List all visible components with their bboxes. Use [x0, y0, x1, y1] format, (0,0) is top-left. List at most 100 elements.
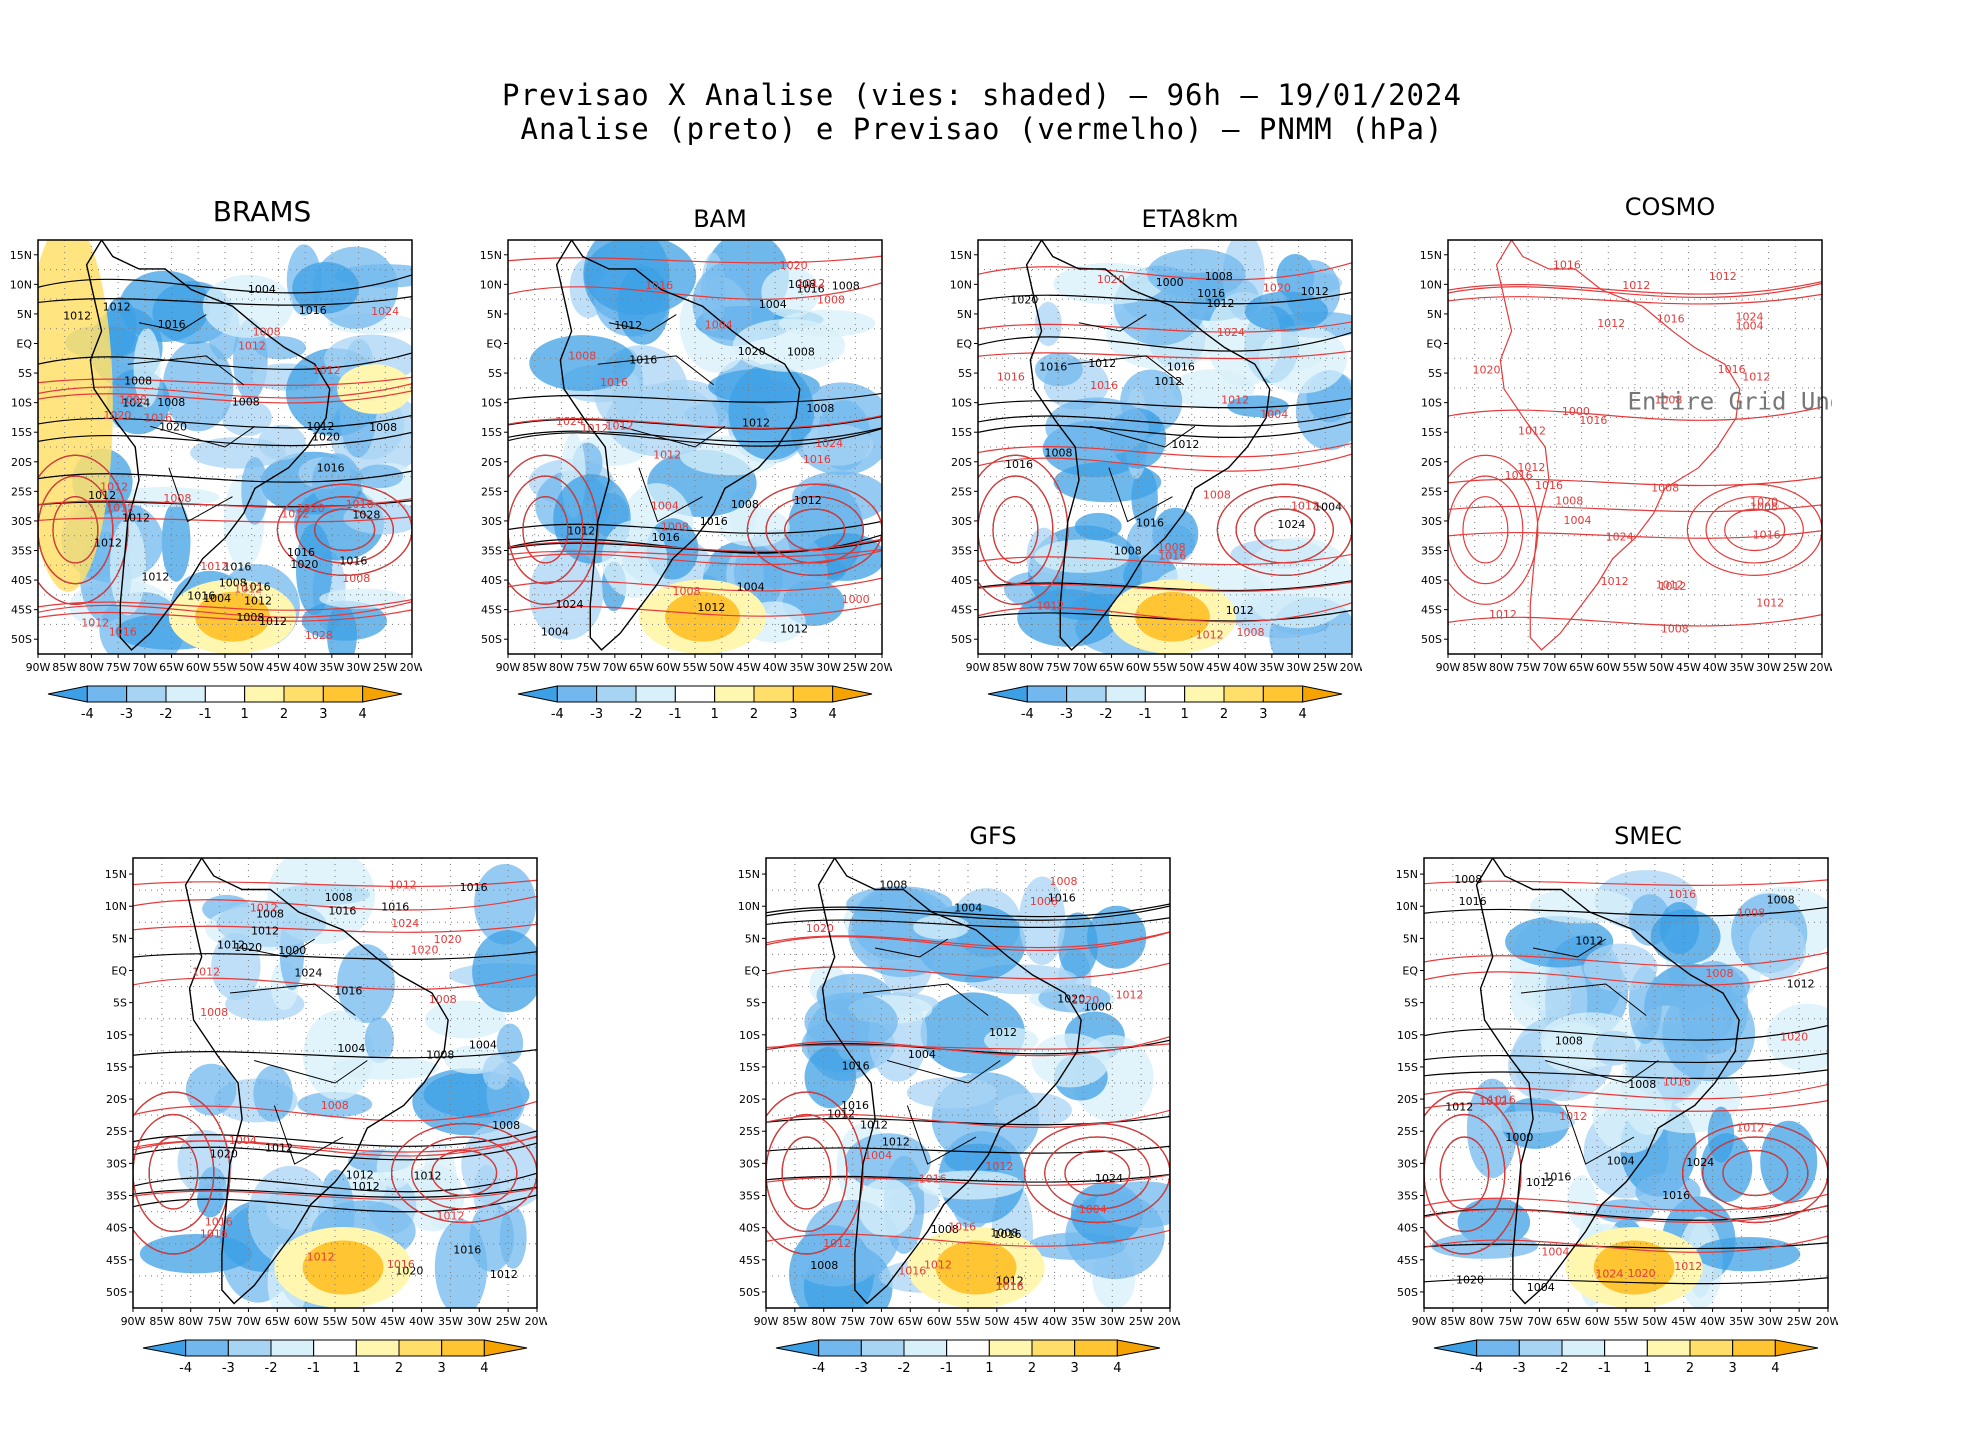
contour-label-black: 1008 — [806, 402, 834, 415]
bias-shade-negative — [376, 1146, 414, 1189]
lon-tick-label: 30W — [346, 661, 371, 674]
lon-tick-label: 60W — [1596, 661, 1621, 674]
contour-label-red: 1008 — [568, 350, 596, 363]
bias-shade-negative — [529, 548, 604, 641]
contour-label-red: 1016 — [1158, 549, 1186, 562]
contour-label-black: 1012 — [742, 416, 770, 429]
lat-tick-label: 35S — [481, 545, 502, 558]
contour-label-black: 1012 — [244, 594, 272, 607]
lat-tick-label: 50S — [11, 633, 32, 646]
panel-title-cosmo: COSMO — [1624, 193, 1716, 221]
country-border — [638, 467, 703, 523]
isobar-high — [1705, 496, 1804, 564]
bias-shade-positive — [1135, 591, 1210, 642]
contour-label-black: 1008 — [256, 907, 284, 920]
contour-label-black: 1012 — [1301, 285, 1329, 298]
contour-label-red: 1016 — [919, 1172, 947, 1185]
lat-tick-label: 15N — [10, 249, 32, 262]
lat-tick-label: 10S — [1397, 1029, 1418, 1042]
contour-label-black: 1012 — [490, 1268, 518, 1281]
lon-tick-label: 80W — [1019, 661, 1044, 674]
contour-label-red: 1016 — [200, 1227, 228, 1240]
bias-shade-negative — [185, 1063, 237, 1116]
colorbar-segment — [47, 685, 88, 703]
isobar-high — [314, 508, 376, 552]
colorbar-segment — [714, 685, 755, 703]
lon-tick-label: 75W — [106, 661, 131, 674]
contour-label-red: 1016 — [1668, 888, 1696, 901]
isobar-line — [508, 427, 882, 447]
contour-label-red: 1008 — [342, 572, 370, 585]
isobar-high — [133, 1091, 231, 1255]
isobar-line — [766, 931, 1170, 949]
lon-tick-label: 20W — [1816, 1315, 1838, 1328]
contour-label-red: 1012 — [1659, 580, 1687, 593]
colorbar-label: 1 — [352, 1361, 360, 1376]
lat-tick-label: EQ — [1426, 338, 1442, 351]
isobar-line — [38, 600, 412, 618]
bias-shade-positive — [337, 364, 412, 414]
isobar-line — [133, 923, 537, 933]
isobar-line — [978, 291, 1352, 305]
lat-tick-label: 15N — [738, 868, 760, 881]
continent-outline — [1475, 858, 1740, 1305]
contour-label-black: 1008 — [219, 576, 247, 589]
lat-tick-label: 30S — [106, 1157, 127, 1170]
contour-label-red: 1012 — [924, 1259, 952, 1272]
contour-label-black: 1012 — [1526, 1176, 1554, 1189]
lat-tick-label: 30S — [951, 515, 972, 528]
lon-tick-label: 50W — [1649, 661, 1674, 674]
colorbar-segment — [792, 685, 834, 703]
isobar-line — [133, 1194, 537, 1213]
contour-label-red: 1020 — [806, 922, 834, 935]
colorbar-label: -3 — [590, 707, 603, 722]
contour-label-black: 1008 — [236, 611, 264, 624]
lon-tick-label: 30W — [467, 1315, 492, 1328]
colorbar-segment — [674, 685, 716, 703]
lon-tick-label: 50W — [351, 1315, 376, 1328]
contour-label-red: 1008 — [163, 492, 191, 505]
lon-tick-label: 25W — [1313, 661, 1338, 674]
lon-tick-label: 80W — [79, 661, 104, 674]
isobar-line — [766, 1043, 1170, 1050]
contour-label-black: 1004 — [954, 901, 982, 914]
lat-tick-label: 40S — [481, 574, 502, 587]
lat-tick-label: 15S — [1397, 1061, 1418, 1074]
isobar-high — [1702, 1136, 1809, 1210]
colorbar-label: 3 — [789, 707, 797, 722]
lat-tick-label: 20S — [1421, 456, 1442, 469]
contour-label-red: 1008 — [1737, 907, 1765, 920]
contour-label-black: 1012 — [1575, 935, 1603, 948]
contour-label-black: 1016 — [652, 531, 680, 544]
lat-tick-label: 5N — [487, 308, 502, 321]
lat-tick-label: 10N — [10, 278, 32, 291]
bias-shade-negative — [1147, 248, 1246, 299]
lat-tick-label: 15S — [481, 426, 502, 439]
bias-shade-negative — [1087, 905, 1147, 969]
lat-tick-label: 10S — [481, 397, 502, 410]
contour-label-black: 1008 — [731, 498, 759, 511]
isobar-line — [1448, 530, 1822, 539]
contour-label-red: 1008 — [429, 993, 457, 1006]
contour-label-black: 1012 — [989, 1026, 1017, 1039]
isobar-high — [978, 475, 1054, 585]
colorbar-segment — [1031, 1339, 1076, 1357]
isobar-line — [38, 516, 412, 523]
contour-label-black: 1016 — [187, 589, 215, 602]
isobar-high — [1448, 454, 1539, 605]
bias-shade-negative — [918, 1170, 1024, 1200]
lon-tick-label: 45W — [380, 1315, 405, 1328]
lat-tick-label: 10S — [106, 1029, 127, 1042]
colorbar-label: 1 — [241, 707, 249, 722]
colorbar-segment — [1689, 1339, 1734, 1357]
isobar-line — [508, 255, 882, 264]
lat-tick-label: 40S — [951, 574, 972, 587]
contour-label-red: 1016 — [387, 1258, 415, 1271]
country-border — [1067, 355, 1185, 386]
lon-tick-label: 45W — [736, 661, 761, 674]
contour-label-red: 1008 — [1654, 394, 1682, 407]
bias-shade-negative — [331, 1056, 439, 1080]
country-border — [608, 314, 677, 332]
bias-shade-negative — [266, 1187, 313, 1230]
lon-tick-label: 55W — [1614, 1315, 1639, 1328]
